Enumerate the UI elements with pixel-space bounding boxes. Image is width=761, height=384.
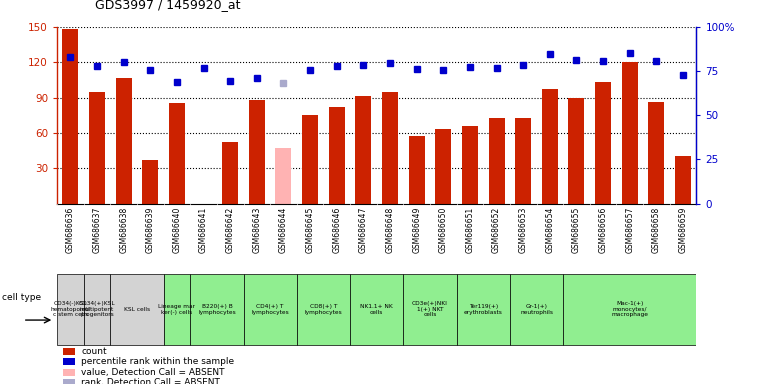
Bar: [350, 274, 403, 345]
Bar: [510, 274, 563, 345]
Bar: [63, 358, 75, 365]
Text: Ter119(+)
erythroblasts: Ter119(+) erythroblasts: [463, 304, 503, 314]
Text: Gr-1(+)
neutrophils: Gr-1(+) neutrophils: [520, 304, 553, 314]
Bar: [190, 274, 244, 345]
Text: GSM686643: GSM686643: [253, 207, 261, 253]
Text: GSM686637: GSM686637: [93, 207, 101, 253]
Text: count: count: [81, 347, 107, 356]
Text: GSM686639: GSM686639: [146, 207, 154, 253]
Bar: [63, 369, 75, 376]
Text: GSM686641: GSM686641: [199, 207, 208, 253]
Text: GSM686638: GSM686638: [119, 207, 128, 253]
Bar: [489, 118, 505, 204]
Bar: [62, 29, 78, 204]
Bar: [355, 96, 371, 204]
Text: GSM686657: GSM686657: [626, 207, 634, 253]
Bar: [169, 103, 185, 204]
Bar: [222, 142, 238, 204]
Bar: [89, 92, 105, 204]
Text: GSM686636: GSM686636: [66, 207, 75, 253]
Text: CD34(-)KSL
hematopoieti
c stem cells: CD34(-)KSL hematopoieti c stem cells: [51, 301, 90, 318]
Text: rank, Detection Call = ABSENT: rank, Detection Call = ABSENT: [81, 378, 220, 384]
Text: GSM686656: GSM686656: [599, 207, 607, 253]
Text: CD4(+) T
lymphocytes: CD4(+) T lymphocytes: [251, 304, 289, 314]
Text: GSM686650: GSM686650: [439, 207, 447, 253]
Text: GSM686651: GSM686651: [466, 207, 474, 253]
Text: Lineage mar
ker(-) cells: Lineage mar ker(-) cells: [158, 304, 196, 314]
Text: Mac-1(+)
monocytes/
macrophage: Mac-1(+) monocytes/ macrophage: [611, 301, 648, 318]
Bar: [244, 274, 297, 345]
Bar: [675, 156, 691, 204]
Bar: [302, 115, 318, 204]
Bar: [542, 89, 558, 204]
Text: CD3e(+)NKI
1(+) NKT
cells: CD3e(+)NKI 1(+) NKT cells: [412, 301, 448, 318]
Text: GSM686647: GSM686647: [359, 207, 368, 253]
Text: B220(+) B
lymphocytes: B220(+) B lymphocytes: [198, 304, 236, 314]
Text: NK1.1+ NK
cells: NK1.1+ NK cells: [360, 304, 393, 314]
Bar: [563, 274, 696, 345]
Text: CD34(+)KSL
multipotent
progenitors: CD34(+)KSL multipotent progenitors: [78, 301, 116, 318]
Text: GSM686648: GSM686648: [386, 207, 394, 253]
Text: GSM686644: GSM686644: [279, 207, 288, 253]
Bar: [648, 102, 664, 204]
Text: percentile rank within the sample: percentile rank within the sample: [81, 357, 234, 366]
Text: CD8(+) T
lymphocytes: CD8(+) T lymphocytes: [304, 304, 342, 314]
Text: value, Detection Call = ABSENT: value, Detection Call = ABSENT: [81, 367, 224, 377]
Text: GDS3997 / 1459920_at: GDS3997 / 1459920_at: [95, 0, 240, 12]
Bar: [63, 379, 75, 384]
Bar: [297, 274, 350, 345]
Bar: [63, 348, 75, 355]
Text: GSM686658: GSM686658: [652, 207, 661, 253]
Text: KSL cells: KSL cells: [124, 306, 150, 312]
Bar: [595, 82, 611, 204]
Bar: [435, 129, 451, 204]
Bar: [409, 136, 425, 204]
Bar: [275, 148, 291, 204]
Text: GSM686652: GSM686652: [492, 207, 501, 253]
Text: GSM686649: GSM686649: [412, 207, 421, 253]
Bar: [84, 274, 110, 345]
Text: cell type: cell type: [2, 293, 40, 302]
Text: GSM686645: GSM686645: [306, 207, 314, 253]
Bar: [142, 160, 158, 204]
Bar: [515, 118, 531, 204]
Bar: [249, 100, 265, 204]
Text: GSM686646: GSM686646: [333, 207, 341, 253]
Bar: [110, 274, 164, 345]
Bar: [57, 274, 84, 345]
Bar: [164, 274, 190, 345]
Text: GSM686642: GSM686642: [226, 207, 234, 253]
Bar: [622, 62, 638, 204]
Text: GSM686653: GSM686653: [519, 207, 527, 253]
Bar: [462, 126, 478, 204]
Bar: [329, 107, 345, 204]
Text: GSM686640: GSM686640: [173, 207, 181, 253]
Bar: [403, 274, 457, 345]
Text: GSM686654: GSM686654: [546, 207, 554, 253]
Bar: [457, 274, 510, 345]
Bar: [116, 78, 132, 204]
Bar: [382, 92, 398, 204]
Text: GSM686659: GSM686659: [679, 207, 687, 253]
Text: GSM686655: GSM686655: [572, 207, 581, 253]
Bar: [568, 98, 584, 204]
